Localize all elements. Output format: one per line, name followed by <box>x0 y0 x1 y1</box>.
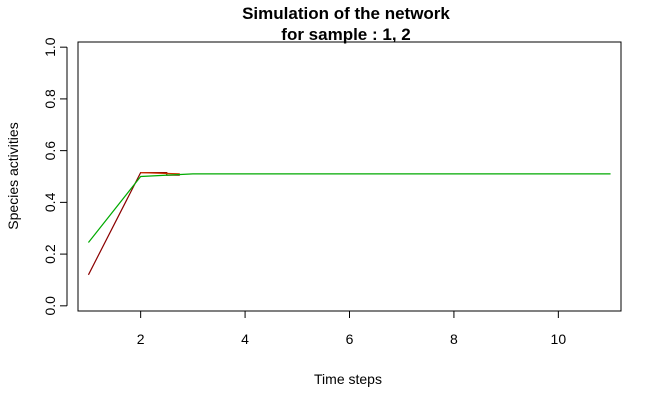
y-tick-label: 0.6 <box>42 141 58 161</box>
plot-frame <box>77 41 622 312</box>
y-tick-label: 0.0 <box>42 296 58 316</box>
chart-title-line-1: Simulation of the network <box>242 4 450 23</box>
y-axis: 0.0 0.2 0.4 0.6 0.8 1.0 <box>42 37 68 316</box>
x-axis: 2 4 6 8 10 <box>137 310 567 347</box>
chart-title-line-2: for sample : 1, 2 <box>281 25 410 44</box>
x-axis-label: Time steps <box>314 371 382 387</box>
y-axis-label: Species activities <box>5 122 21 229</box>
x-tick-label: 2 <box>137 331 145 347</box>
series-layer <box>87 172 611 276</box>
x-tick-label: 6 <box>346 331 354 347</box>
x-tick-label: 8 <box>450 331 458 347</box>
y-tick-label: 0.2 <box>42 244 58 264</box>
series-line-1 <box>87 172 180 276</box>
x-tick-label: 4 <box>241 331 249 347</box>
series-line-3 <box>87 173 611 243</box>
series-line-2 <box>140 172 180 175</box>
y-tick-label: 1.0 <box>42 37 58 57</box>
x-tick-label: 10 <box>551 331 567 347</box>
y-tick-label: 0.4 <box>42 192 58 212</box>
y-tick-label: 0.8 <box>42 89 58 109</box>
